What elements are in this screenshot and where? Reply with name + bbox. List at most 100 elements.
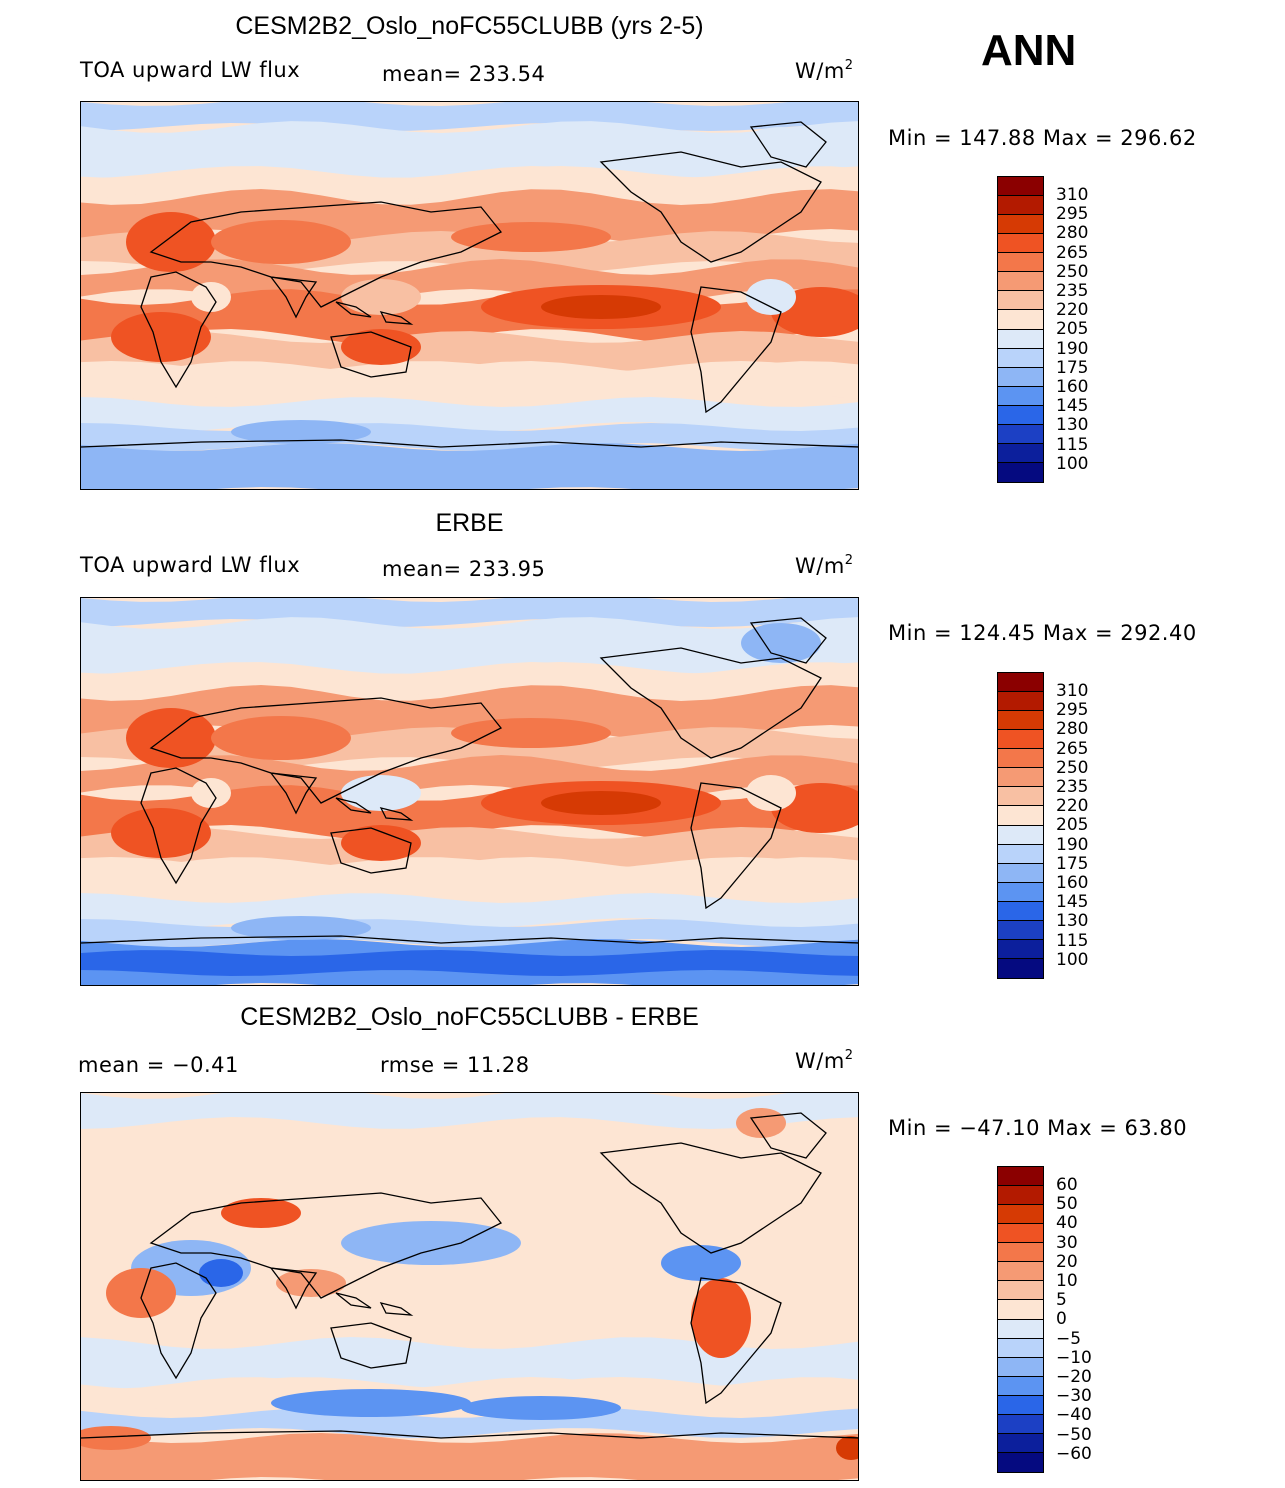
coastline bbox=[330, 827, 412, 874]
colorbar-swatch bbox=[998, 196, 1043, 216]
coastline bbox=[81, 439, 858, 448]
colorbar-swatch bbox=[998, 348, 1043, 368]
colorbar-swatch bbox=[998, 1395, 1043, 1415]
colorbar-tick-label: 10 bbox=[1056, 1271, 1078, 1292]
south-pacific-cool-bias bbox=[461, 1396, 621, 1420]
colorbar-swatch bbox=[998, 1186, 1043, 1206]
colorbar-swatch bbox=[998, 768, 1043, 788]
coastline bbox=[140, 1262, 217, 1380]
colorbar-tick-label: 190 bbox=[1056, 834, 1089, 855]
colorbar-swatch bbox=[998, 749, 1043, 769]
amazon-cool bbox=[746, 775, 796, 811]
antarctic-hot-spot bbox=[836, 1436, 858, 1460]
colorbar-swatch bbox=[998, 1243, 1043, 1263]
coastline bbox=[690, 782, 782, 910]
colorbar-swatch bbox=[998, 711, 1043, 731]
colorbar-swatch bbox=[998, 1319, 1043, 1339]
colorbar-swatch bbox=[998, 310, 1043, 330]
panel-1-mean-label: mean= 233.54 bbox=[382, 62, 546, 86]
coastline bbox=[335, 301, 414, 325]
east-pacific-core bbox=[541, 791, 661, 815]
antarctic-band bbox=[81, 443, 858, 489]
colorbar-swatch bbox=[998, 692, 1043, 712]
colorbar-swatch bbox=[998, 253, 1043, 273]
colorbar-tick-label: 250 bbox=[1056, 757, 1089, 778]
colorbar-tick-label: 50 bbox=[1056, 1194, 1078, 1215]
colorbar-tick-label: 265 bbox=[1056, 738, 1089, 759]
colorbar-swatch bbox=[998, 367, 1043, 387]
panel-3-contour-plot bbox=[81, 1093, 858, 1480]
colorbar-swatch bbox=[998, 939, 1043, 959]
panel-1-contour-plot bbox=[81, 102, 858, 489]
coastline bbox=[690, 286, 782, 414]
north-midlat-band bbox=[81, 617, 858, 674]
colorbar-tick-label: 310 bbox=[1056, 681, 1089, 701]
colorbar-tick-label: −5 bbox=[1056, 1328, 1082, 1349]
panel-1-title: CESM2B2_Oslo_noFC55CLUBB (yrs 2-5) bbox=[235, 12, 704, 40]
colorbar-tick-label: 175 bbox=[1056, 853, 1089, 874]
colorbar-swatch bbox=[998, 958, 1043, 978]
colorbar-swatch bbox=[998, 806, 1043, 826]
congo-cool bbox=[191, 778, 231, 808]
panel-2-mean-label: mean= 233.95 bbox=[382, 557, 546, 581]
coastline bbox=[81, 1430, 858, 1439]
coastline bbox=[330, 1322, 412, 1369]
panel-3-colorbar bbox=[997, 1166, 1044, 1473]
colorbar-swatch bbox=[998, 234, 1043, 254]
colorbar-tick-label: 115 bbox=[1056, 930, 1089, 951]
amazon-cool bbox=[746, 279, 796, 315]
north-polar-band bbox=[81, 1093, 858, 1129]
colorbar-tick-label: 310 bbox=[1056, 185, 1089, 205]
coastline bbox=[599, 647, 822, 759]
colorbar-tick-label: 100 bbox=[1056, 453, 1089, 474]
coastline bbox=[335, 797, 414, 821]
panel-3-map bbox=[80, 1092, 859, 1481]
panel-3-title: CESM2B2_Oslo_noFC55CLUBB - ERBE bbox=[240, 1003, 699, 1031]
north-pacific-warm bbox=[451, 718, 611, 748]
colorbar-swatch bbox=[998, 329, 1043, 349]
colorbar-swatch bbox=[998, 901, 1043, 921]
colorbar-tick-label: 100 bbox=[1056, 949, 1089, 970]
colorbar-tick-label: 0 bbox=[1056, 1309, 1067, 1330]
colorbar-swatch bbox=[998, 1262, 1043, 1282]
coastline bbox=[749, 121, 827, 168]
colorbar-tick-label: −30 bbox=[1056, 1386, 1092, 1407]
south-midlat-band bbox=[81, 331, 858, 373]
coastline bbox=[330, 331, 412, 378]
colorbar-tick-label: 235 bbox=[1056, 281, 1089, 302]
colorbar-tick-label: 20 bbox=[1056, 1251, 1078, 1272]
antarctic-warm-band bbox=[81, 1433, 858, 1480]
north-pacific-cool-bias bbox=[341, 1221, 521, 1265]
coastline bbox=[81, 935, 858, 944]
panel-3-units: W/m2 bbox=[795, 1048, 854, 1073]
colorbar-tick-label: −20 bbox=[1056, 1367, 1092, 1388]
coastline bbox=[140, 271, 217, 389]
colorbar-tick-label: 280 bbox=[1056, 223, 1089, 244]
panel-3-colorbar-labels: 60 50 40 30 20 10 5 0 −5 −10 −20 −30 −40 −50 −60 bbox=[1056, 1175, 1092, 1464]
south-africa-warm bbox=[111, 312, 211, 362]
colorbar-tick-label: 115 bbox=[1056, 434, 1089, 455]
colorbar-swatch bbox=[998, 405, 1043, 425]
colorbar-tick-label: 205 bbox=[1056, 319, 1089, 340]
australia-warm bbox=[341, 329, 421, 365]
colorbar-swatch bbox=[998, 882, 1043, 902]
colorbar-swatch bbox=[998, 1357, 1043, 1377]
colorbar-tick-label: 295 bbox=[1056, 700, 1089, 721]
colorbar-tick-label: −60 bbox=[1056, 1443, 1092, 1464]
north-pacific-warm bbox=[451, 222, 611, 252]
colorbar-tick-label: 130 bbox=[1056, 415, 1089, 436]
colorbar-tick-label: −10 bbox=[1056, 1347, 1092, 1368]
indonesia-warm-bias bbox=[276, 1269, 346, 1297]
panel-1-variable-label: TOA upward LW flux bbox=[80, 58, 301, 82]
south-africa-warm bbox=[111, 808, 211, 858]
panel-3-minmax: Min = −47.10 Max = 63.80 bbox=[888, 1116, 1188, 1140]
south-midlat-band bbox=[81, 827, 858, 869]
colorbar-swatch bbox=[998, 443, 1043, 463]
colorbar-tick-label: 175 bbox=[1056, 357, 1089, 378]
panel-1-minmax: Min = 147.88 Max = 296.62 bbox=[888, 126, 1197, 150]
arabia-warm bbox=[211, 716, 351, 760]
colorbar-swatch bbox=[998, 1224, 1043, 1244]
arabia-warm bbox=[211, 220, 351, 264]
east-pacific-core bbox=[541, 295, 661, 319]
sahara-warm bbox=[126, 212, 216, 272]
